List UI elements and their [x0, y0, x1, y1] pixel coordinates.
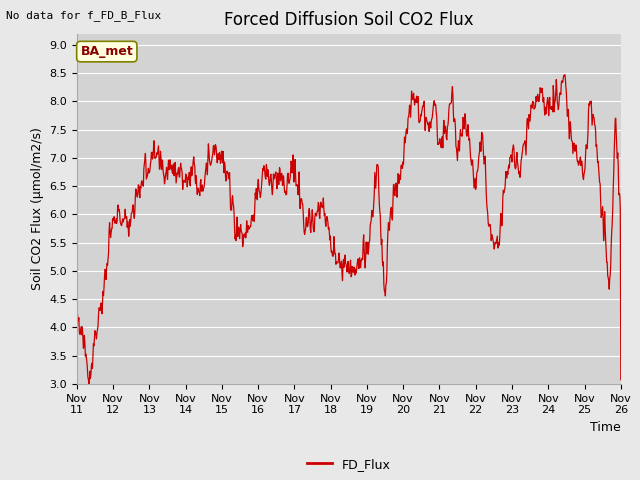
Text: BA_met: BA_met: [81, 45, 133, 58]
Text: No data for f_FD_B_Flux: No data for f_FD_B_Flux: [6, 10, 162, 21]
Y-axis label: Soil CO2 Flux (μmol/m2/s): Soil CO2 Flux (μmol/m2/s): [31, 127, 44, 290]
X-axis label: Time: Time: [590, 421, 621, 434]
Title: Forced Diffusion Soil CO2 Flux: Forced Diffusion Soil CO2 Flux: [224, 11, 474, 29]
Legend: FD_Flux: FD_Flux: [302, 453, 396, 476]
